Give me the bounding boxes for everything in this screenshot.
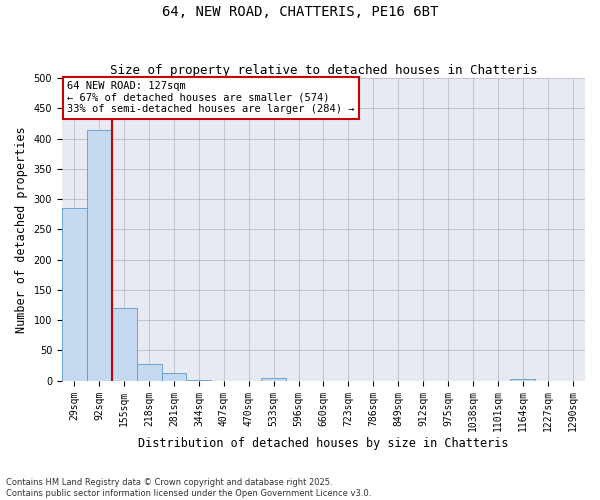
Text: 64, NEW ROAD, CHATTERIS, PE16 6BT: 64, NEW ROAD, CHATTERIS, PE16 6BT [162, 5, 438, 19]
Text: Contains HM Land Registry data © Crown copyright and database right 2025.
Contai: Contains HM Land Registry data © Crown c… [6, 478, 371, 498]
Bar [137, 364, 161, 380]
Title: Size of property relative to detached houses in Chatteris: Size of property relative to detached ho… [110, 64, 537, 77]
Bar [510, 379, 535, 380]
Bar [112, 308, 137, 380]
Bar [87, 130, 112, 380]
Y-axis label: Number of detached properties: Number of detached properties [15, 126, 28, 332]
X-axis label: Distribution of detached houses by size in Chatteris: Distribution of detached houses by size … [138, 437, 509, 450]
Text: 64 NEW ROAD: 127sqm
← 67% of detached houses are smaller (574)
33% of semi-detac: 64 NEW ROAD: 127sqm ← 67% of detached ho… [67, 81, 355, 114]
Bar [261, 378, 286, 380]
Bar [62, 208, 87, 380]
Bar [161, 372, 187, 380]
